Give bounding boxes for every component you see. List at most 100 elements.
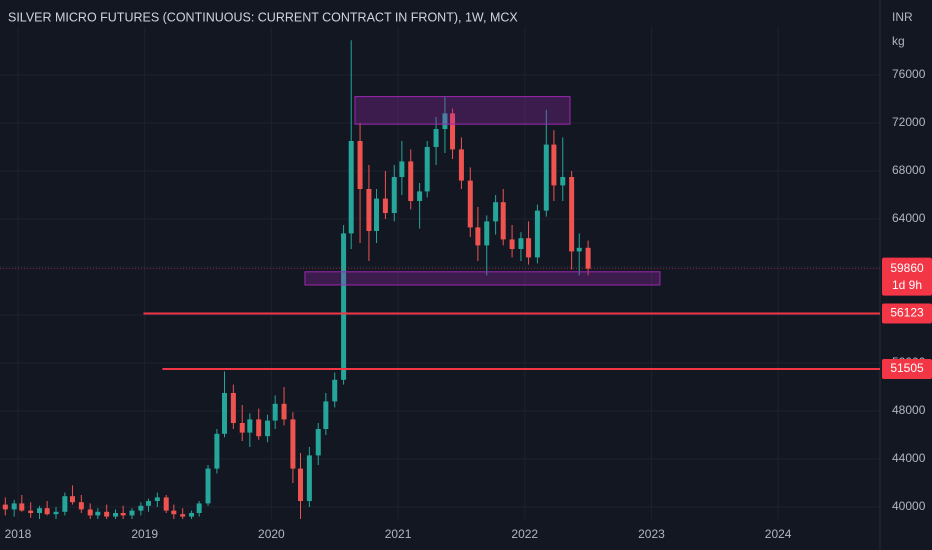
candle-body	[221, 393, 227, 434]
candle-body	[348, 141, 354, 234]
candle-body	[256, 419, 262, 437]
candle-body	[171, 510, 177, 515]
candle-body	[366, 189, 372, 231]
x-tick-label: 2020	[258, 527, 285, 541]
candle-body	[382, 198, 388, 213]
candle-body	[569, 177, 575, 252]
candle-body	[247, 419, 253, 433]
candle-body	[145, 501, 151, 506]
candle-body	[196, 503, 202, 513]
candle-body	[493, 202, 499, 222]
candle-body	[95, 511, 101, 516]
candle-body	[180, 514, 186, 517]
x-tick-label: 2023	[638, 527, 665, 541]
candle-body	[87, 509, 93, 516]
x-tick-label: 2018	[5, 527, 32, 541]
candle-body	[69, 496, 75, 503]
price-label-box	[882, 257, 932, 296]
candle-body	[138, 505, 144, 511]
y-tick-label: 72000	[892, 115, 926, 129]
candle-body	[28, 510, 34, 513]
chart-title: SILVER MICRO FUTURES (CONTINUOUS: CURREN…	[8, 10, 518, 24]
candle-body	[37, 508, 43, 513]
candle-body	[265, 420, 271, 437]
candle-body	[78, 502, 84, 510]
plot-area	[2, 40, 591, 519]
candle-body	[534, 210, 540, 258]
candle-body	[272, 403, 278, 421]
candle-body	[475, 227, 481, 246]
y-tick-label: 40000	[892, 499, 926, 513]
candle-body	[424, 147, 430, 192]
candle-body	[189, 513, 195, 517]
price-line-label: 56123	[890, 306, 924, 320]
candle-body	[576, 247, 582, 252]
y-tick-label: 44000	[892, 451, 926, 465]
candle-body	[526, 238, 532, 258]
x-tick-label: 2019	[131, 527, 158, 541]
candle-body	[484, 221, 490, 246]
candle-body	[230, 393, 236, 423]
candle-body	[391, 177, 397, 213]
y-tick-label: 68000	[892, 163, 926, 177]
candle-body	[433, 129, 439, 147]
candle-body	[450, 113, 456, 150]
candle-body	[214, 433, 220, 469]
candle-body	[281, 403, 287, 420]
candle-body	[442, 113, 448, 129]
candle-body	[154, 497, 160, 501]
candle-body	[408, 161, 414, 201]
candle-body	[2, 504, 8, 510]
last-price-label: 59860	[890, 261, 924, 275]
candle-body	[323, 401, 329, 429]
candle-body	[417, 191, 423, 201]
candle-body	[560, 177, 566, 186]
countdown-label: 1d 9h	[892, 278, 922, 292]
price-label-box	[882, 303, 932, 324]
candle-body	[290, 419, 296, 469]
candle-body	[500, 202, 506, 240]
y-tick-label: 64000	[892, 211, 926, 225]
candle-body	[518, 238, 524, 249]
candle-body	[11, 503, 17, 510]
x-tick-label: 2021	[385, 527, 412, 541]
candle-body	[315, 429, 321, 456]
candle-body	[341, 233, 347, 380]
candle-body	[458, 149, 464, 181]
candle-body	[19, 503, 25, 511]
overlay: 59860 1d 9h 56123 51505	[0, 96, 932, 379]
candle-body	[129, 510, 135, 516]
candle-body	[205, 468, 211, 504]
unit-label: INR	[892, 10, 913, 24]
candle-body	[467, 180, 473, 228]
candle-body	[113, 513, 119, 517]
candle-body	[543, 144, 549, 211]
candle-body	[104, 511, 110, 517]
zone	[304, 271, 661, 286]
x-tick-label: 2022	[511, 527, 538, 541]
candle-body	[163, 497, 169, 511]
candle-body	[332, 379, 338, 402]
candle-body	[298, 468, 304, 501]
candle-body	[551, 144, 557, 186]
price-line-label: 51505	[890, 361, 924, 375]
candle-body	[120, 513, 126, 516]
candle-body	[399, 161, 405, 177]
candle-body	[44, 508, 50, 515]
candle-body	[62, 496, 68, 512]
candle-body	[374, 198, 380, 231]
candle-body	[239, 423, 245, 433]
candle-body	[306, 455, 312, 501]
y-tick-label: 76000	[892, 67, 926, 81]
candle-body	[585, 247, 591, 269]
x-tick-label: 2024	[765, 527, 792, 541]
candle-body	[53, 511, 59, 515]
price-label-box	[882, 358, 932, 379]
y-tick-label: 48000	[892, 403, 926, 417]
candle-body	[357, 141, 363, 189]
candle-body	[509, 239, 515, 249]
unit-label: kg	[892, 34, 905, 48]
zone	[354, 96, 571, 125]
